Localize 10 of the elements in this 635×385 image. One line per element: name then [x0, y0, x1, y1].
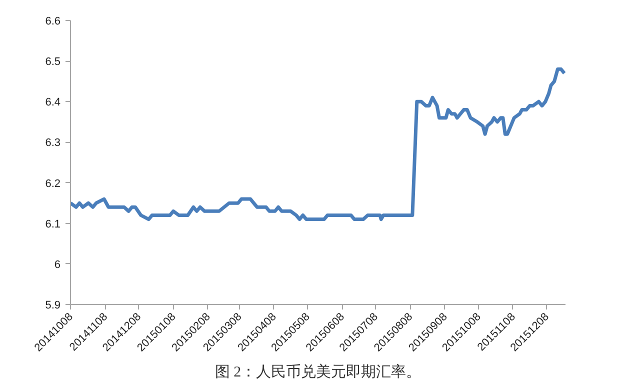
- y-tick-label: 6: [54, 258, 61, 271]
- y-tick-label: 6.1: [45, 218, 61, 230]
- line-series: [70, 67, 566, 222]
- caption: 图 2：人民币兑美元即期汇率。: [214, 364, 422, 380]
- y-tick-label: 6.4: [45, 96, 61, 109]
- y-tick-label: 6.2: [45, 178, 61, 190]
- y-tick-label: 6.5: [45, 56, 61, 68]
- y-tick-label: 5.9: [45, 300, 61, 312]
- y-tick-label: 6.6: [45, 16, 61, 28]
- y-tick-label: 6.3: [45, 137, 61, 150]
